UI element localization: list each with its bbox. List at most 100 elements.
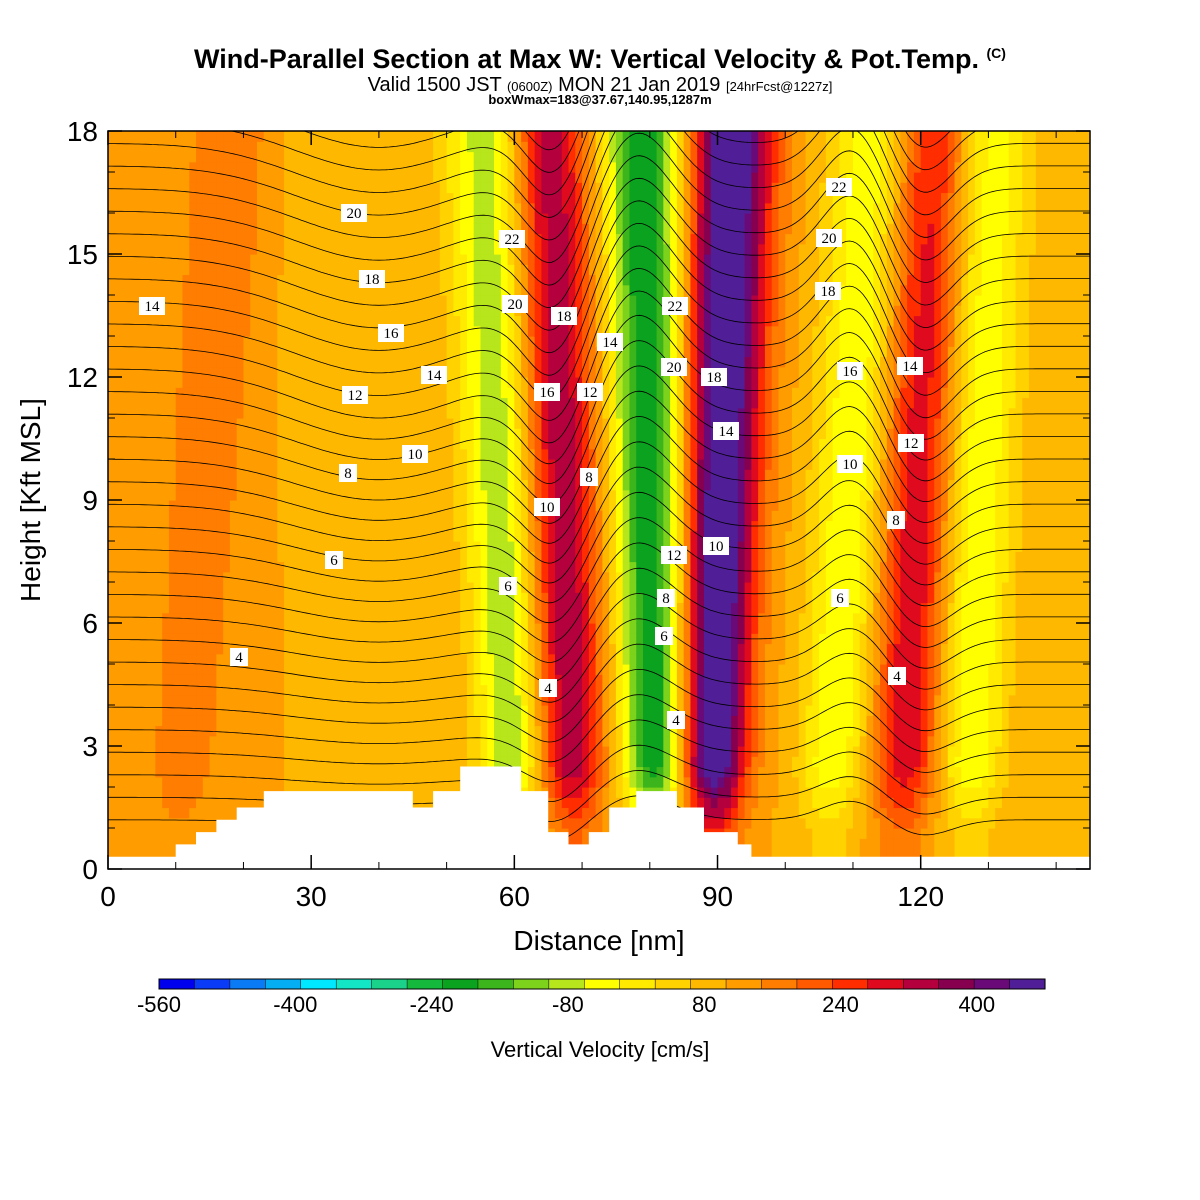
field-cell [148,397,156,409]
field-cell [290,366,299,378]
field-cell [141,202,150,214]
field-cell [331,356,339,368]
field-cell [168,469,177,481]
field-cell [507,602,515,614]
field-cell [256,295,265,306]
field-cell [277,756,285,768]
field-cell [433,520,441,532]
field-cell [439,643,448,655]
field-cell [548,664,556,675]
field-cell [365,428,373,440]
field-cell [324,336,333,347]
field-cell [541,612,549,624]
field-cell [548,489,556,501]
field-cell [250,418,258,429]
field-cell [250,387,258,399]
field-cell [331,664,339,675]
field-cell [412,602,421,614]
field-cell [202,202,211,214]
field-cell [236,500,245,511]
field-cell [561,479,570,491]
field-cell [351,694,360,706]
field-cell [426,510,434,522]
field-cell [453,377,461,388]
field-cell [378,418,387,429]
field-cell [385,571,394,583]
field-cell [304,530,312,542]
field-cell [453,141,461,153]
field-cell [514,602,522,614]
field-cell [494,746,502,757]
field-cell [419,541,427,552]
field-cell [392,202,400,214]
field-cell [507,161,515,173]
field-cell [290,582,299,593]
field-cell [324,643,333,655]
field-cell [554,530,563,542]
field-cell [494,418,502,429]
field-cell [439,202,448,214]
field-cell [236,131,245,142]
field-cell [412,243,421,255]
field-cell [514,735,522,747]
field-cell [182,541,190,552]
field-cell [453,500,461,511]
field-cell [487,428,495,440]
field-cell [155,233,163,245]
field-cell [534,305,543,317]
field-cell [121,141,129,153]
field-cell [324,182,333,194]
field-cell [196,715,204,727]
field-cell [358,735,366,747]
field-cell [399,592,407,604]
field-cell [270,561,278,573]
field-cell [284,407,292,419]
field-cell [256,161,265,173]
field-cell [256,776,265,788]
field-cell [223,356,231,368]
field-cell [121,807,129,819]
velocity-field [108,131,1090,869]
field-cell [284,161,292,173]
field-cell [460,366,468,378]
field-cell [439,438,448,450]
field-cell [297,438,305,450]
field-cell [317,766,326,778]
field-cell [256,694,265,706]
field-cell [494,284,502,296]
field-cell [460,418,468,429]
field-cell [216,612,224,624]
field-cell [365,602,373,614]
field-cell [108,602,116,614]
field-cell [277,643,285,655]
field-cell [494,520,502,532]
field-cell [331,438,339,450]
field-cell [345,151,353,163]
field-cell [392,448,400,460]
field-cell [358,172,366,183]
field-cell [372,213,380,224]
field-cell [460,571,468,583]
field-cell [135,828,143,839]
box-max-info: boxWmax=183@37.67,140.95,1287m [488,92,712,107]
field-cell [236,541,245,552]
field-cell [345,746,353,757]
field-cell [412,489,421,501]
field-cell [128,254,136,265]
field-cell [460,315,468,327]
field-cell [304,336,312,347]
field-cell [304,623,312,634]
field-cell [324,479,333,491]
field-cell [473,284,482,296]
field-cell [290,694,299,706]
field-cell [399,295,407,306]
field-cell [494,397,502,409]
field-cell [568,653,576,665]
field-cell [311,633,319,645]
field-cell [229,202,238,214]
field-cell [175,428,184,440]
field-cell [216,756,224,768]
field-cell [277,223,285,235]
field-cell [128,213,136,224]
field-cell [338,305,346,317]
